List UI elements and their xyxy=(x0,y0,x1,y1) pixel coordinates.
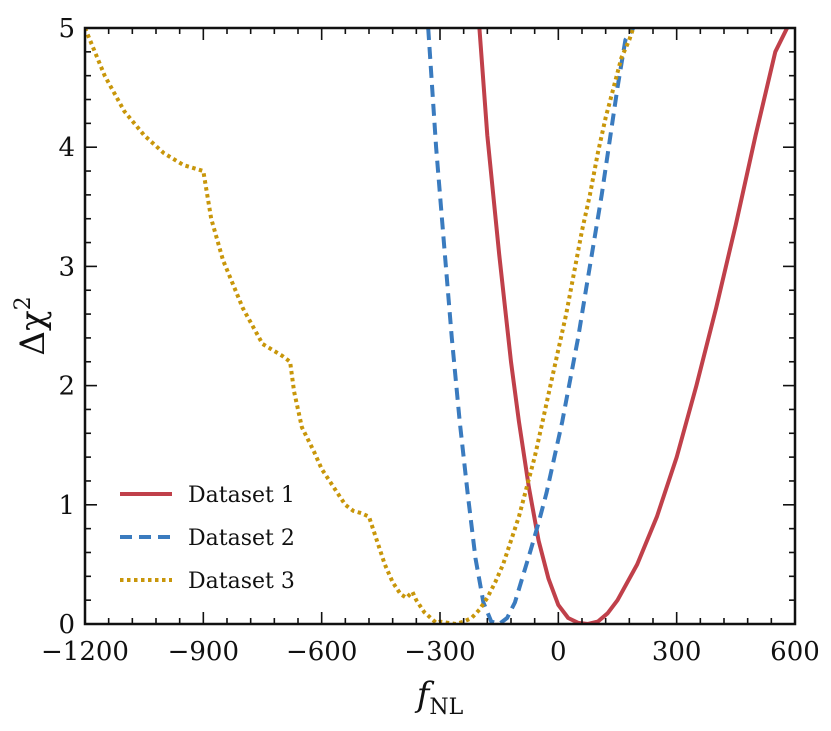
x-tick-label: 600 xyxy=(770,637,820,667)
series-line-dataset-1 xyxy=(477,28,789,624)
legend-label-dataset-3: Dataset 3 xyxy=(188,569,295,594)
x-tick-label: 0 xyxy=(550,637,567,667)
y-tick-label: 4 xyxy=(58,133,75,163)
y-tick-label: 2 xyxy=(58,372,75,402)
y-tick-label: 1 xyxy=(58,491,75,521)
tick-layer: −1200 −900 −600 −300 0 300 600 0 1 2 3 4 5 xyxy=(41,14,820,667)
x-tick-label: −1200 xyxy=(41,637,129,667)
y-tick-label: 5 xyxy=(58,14,75,44)
x-tick-label: −900 xyxy=(168,637,239,667)
x-tick-label: −600 xyxy=(286,637,357,667)
series-line-dataset-3 xyxy=(85,28,636,624)
y-axis-label-main: Δχ xyxy=(13,310,53,355)
y-axis-label: Δχ2 xyxy=(11,296,53,355)
y-tick-label: 0 xyxy=(58,610,75,640)
legend-label-dataset-2: Dataset 2 xyxy=(188,526,295,551)
x-tick-label: 300 xyxy=(652,637,702,667)
series-line-dataset-2 xyxy=(426,28,635,624)
legend: Dataset 1 Dataset 2 Dataset 3 xyxy=(120,483,295,594)
x-tick-label: −300 xyxy=(404,637,475,667)
legend-label-dataset-1: Dataset 1 xyxy=(188,483,295,508)
x-axis-label: fNL xyxy=(414,675,464,720)
x-axis-label-subscript: NL xyxy=(429,695,463,720)
y-tick-label: 3 xyxy=(58,252,75,282)
y-axis-label-superscript: 2 xyxy=(11,296,36,310)
